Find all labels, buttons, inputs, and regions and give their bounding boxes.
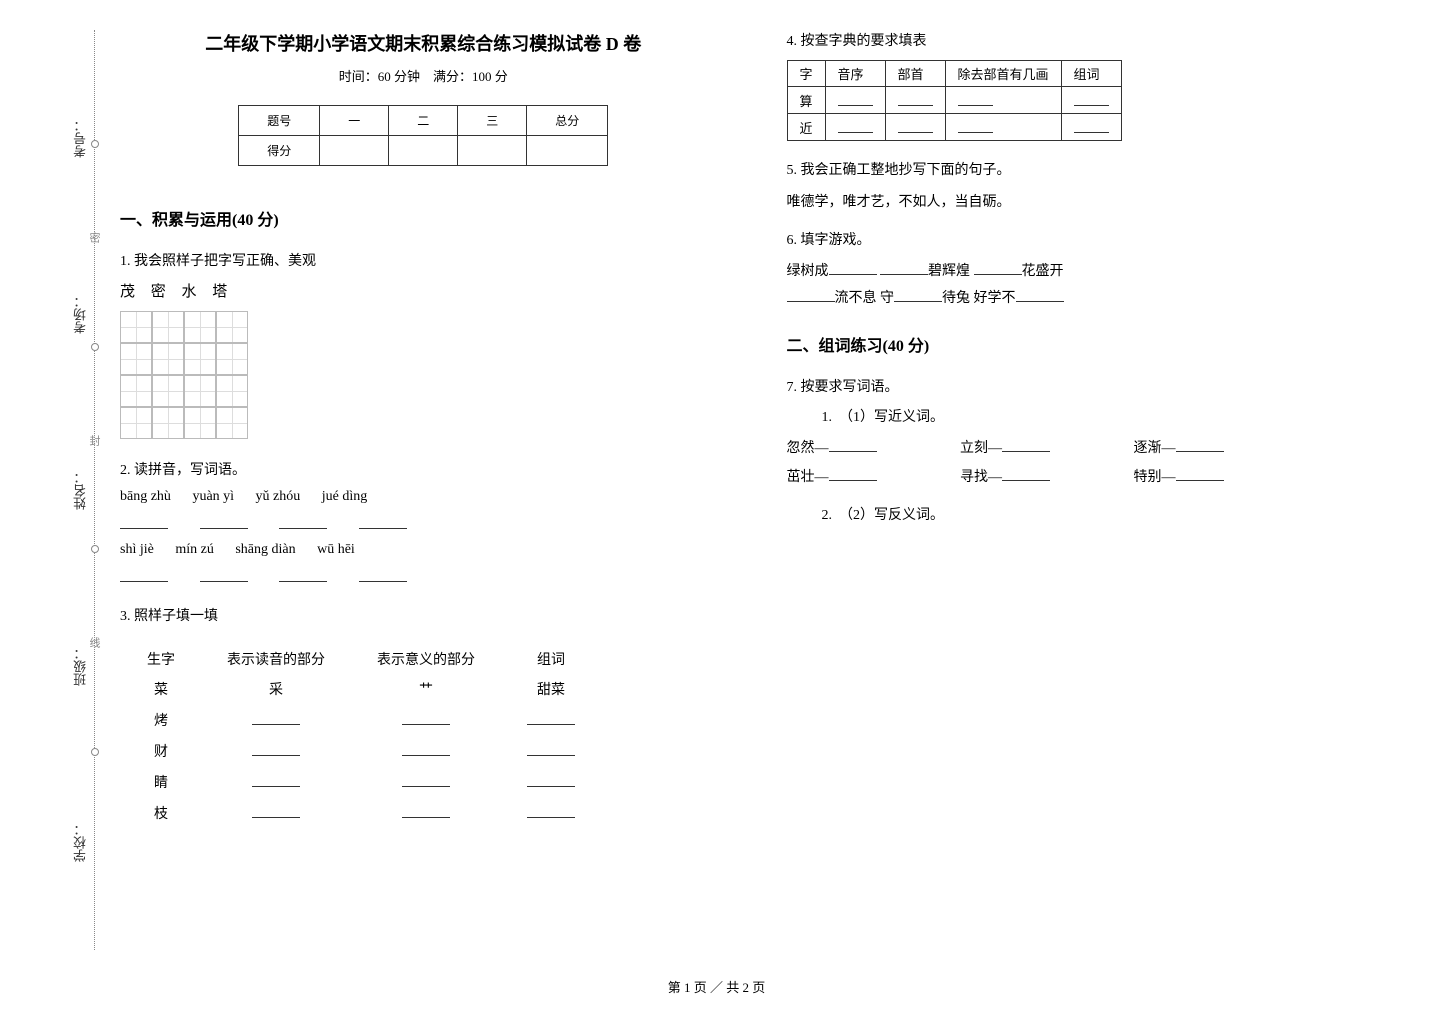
question-2: 2. 读拼音，写词语。 bāng zhù yuàn yì yǔ zhóu jué… (120, 459, 727, 587)
q6-p3: 花盛开 (1022, 264, 1064, 279)
q4-h1: 字 (787, 61, 825, 87)
q3-char-3: 睛 (122, 767, 200, 796)
binding-margin: 密 封 线 学校： 班级： 姓名： 考场： 考号： (40, 30, 120, 950)
seal-line (94, 30, 95, 950)
question-6: 6. 填字游戏。 绿树成 碧辉煌 花盛开 流不息 守 待兔 好学不 (787, 229, 1394, 307)
syn-1: 忽然— (787, 441, 829, 456)
q6-text: 6. 填字游戏。 (787, 229, 1394, 249)
q4-char-2: 近 (787, 114, 825, 141)
pinyin-8: wū hēi (317, 542, 355, 558)
seal-circle (91, 343, 99, 351)
q3-ex2: 采 (202, 675, 350, 703)
binding-label-name: 姓名： (71, 471, 90, 510)
blank (279, 566, 327, 582)
q6-p5: 待兔 好学不 (942, 291, 1016, 306)
score-header-label: 题号 (239, 106, 320, 136)
q3-ex4: 甜菜 (502, 675, 600, 703)
q4-table: 字 音序 部首 除去部首有几画 组词 算 近 (787, 60, 1122, 141)
binding-label-room: 考场： (71, 295, 90, 334)
syn-5: 寻找— (960, 470, 1002, 485)
score-cell (389, 136, 458, 166)
score-row-label: 得分 (239, 136, 320, 166)
blank (359, 513, 407, 529)
question-4: 4. 按查字典的要求填表 字 音序 部首 除去部首有几画 组词 算 近 (787, 30, 1394, 141)
q3-ex1: 菜 (122, 675, 200, 703)
score-cell (458, 136, 527, 166)
syn-6: 特别— (1134, 470, 1176, 485)
q3-h1: 生字 (122, 645, 200, 673)
q3-table: 生字 表示读音的部分 表示意义的部分 组词 菜 采 艹 甜菜 烤 财 睛 枝 (120, 643, 602, 829)
q5-text: 5. 我会正确工整地抄写下面的句子。 (787, 159, 1394, 179)
q7-text: 7. 按要求写词语。 (787, 376, 1394, 396)
q1-chars: 茂 密 水 塔 (120, 280, 727, 301)
score-table: 题号 一 二 三 总分 得分 (238, 105, 608, 166)
pinyin-4: jué dìng (322, 489, 368, 505)
q3-char-2: 财 (122, 736, 200, 765)
syn-2: 立刻— (960, 441, 1002, 456)
q4-char-1: 算 (787, 87, 825, 114)
q6-p2: 碧辉煌 (928, 264, 970, 279)
blank (120, 513, 168, 529)
exam-title: 二年级下学期小学语文期末积累综合练习模拟试卷 D 卷 (120, 30, 727, 56)
seal-circle (91, 545, 99, 553)
pinyin-7: shāng diàn (235, 542, 295, 558)
pinyin-1: bāng zhù (120, 489, 171, 505)
q6-p4: 流不息 守 (835, 291, 895, 306)
seal-circle (91, 140, 99, 148)
score-col-3: 三 (458, 106, 527, 136)
syn-3: 逐渐— (1134, 441, 1176, 456)
question-5: 5. 我会正确工整地抄写下面的句子。 唯德学，唯才艺，不如人，当自砺。 (787, 159, 1394, 211)
q3-text: 3. 照样子填一填 (120, 605, 727, 625)
q1-text: 1. 我会照样子把字写正确、美观 (120, 250, 727, 270)
binding-label-school: 学校： (71, 823, 90, 862)
syn-4: 茁壮— (787, 470, 829, 485)
q3-char-1: 烤 (122, 705, 200, 734)
q4-h4: 除去部首有几画 (945, 61, 1061, 87)
page-number: 第 1 页 ／ 共 2 页 (0, 977, 1433, 996)
score-cell (320, 136, 389, 166)
q7-sub1: 1. （1）写近义词。 (822, 406, 1394, 426)
q4-h3: 部首 (885, 61, 945, 87)
pinyin-2: yuàn yì (192, 489, 234, 505)
pinyin-5: shì jiè (120, 542, 154, 558)
q2-text: 2. 读拼音，写词语。 (120, 459, 727, 479)
question-1: 1. 我会照样子把字写正确、美观 茂 密 水 塔 (120, 250, 727, 439)
q3-h2: 表示读音的部分 (202, 645, 350, 673)
seal-circle (91, 748, 99, 756)
q4-h5: 组词 (1061, 61, 1121, 87)
blank (200, 513, 248, 529)
score-col-2: 二 (389, 106, 458, 136)
q6-p1: 绿树成 (787, 264, 829, 279)
score-col-total: 总分 (527, 106, 608, 136)
exam-subtitle: 时间：60 分钟 满分：100 分 (120, 66, 727, 85)
score-col-1: 一 (320, 106, 389, 136)
blank (279, 513, 327, 529)
q3-char-4: 枝 (122, 798, 200, 827)
section-1-header: 一、积累与运用(40 分) (120, 206, 727, 230)
blank (359, 566, 407, 582)
pinyin-6: mín zú (175, 542, 214, 558)
q3-ex3: 艹 (352, 675, 500, 703)
q3-h3: 表示意义的部分 (352, 645, 500, 673)
seal-text-mi: 密 (86, 232, 102, 255)
binding-label-class: 班级： (71, 647, 90, 686)
q7-sub2: 2. （2）写反义词。 (822, 504, 1394, 524)
blank (200, 566, 248, 582)
question-3: 3. 照样子填一填 (120, 605, 727, 625)
blank (120, 566, 168, 582)
q4-h2: 音序 (825, 61, 885, 87)
q4-text: 4. 按查字典的要求填表 (787, 30, 1394, 50)
q5-sentence: 唯德学，唯才艺，不如人，当自砺。 (787, 191, 1394, 211)
pinyin-3: yǔ zhóu (256, 489, 301, 505)
section-2-header: 二、组词练习(40 分) (787, 332, 1394, 356)
seal-text-feng: 封 (86, 435, 102, 458)
score-cell (527, 136, 608, 166)
writing-grid (120, 311, 727, 439)
question-7: 7. 按要求写词语。 1. （1）写近义词。 忽然— 立刻— 逐渐— 茁壮— 寻… (787, 376, 1394, 524)
binding-label-number: 考号： (71, 119, 90, 158)
q3-h4: 组词 (502, 645, 600, 673)
